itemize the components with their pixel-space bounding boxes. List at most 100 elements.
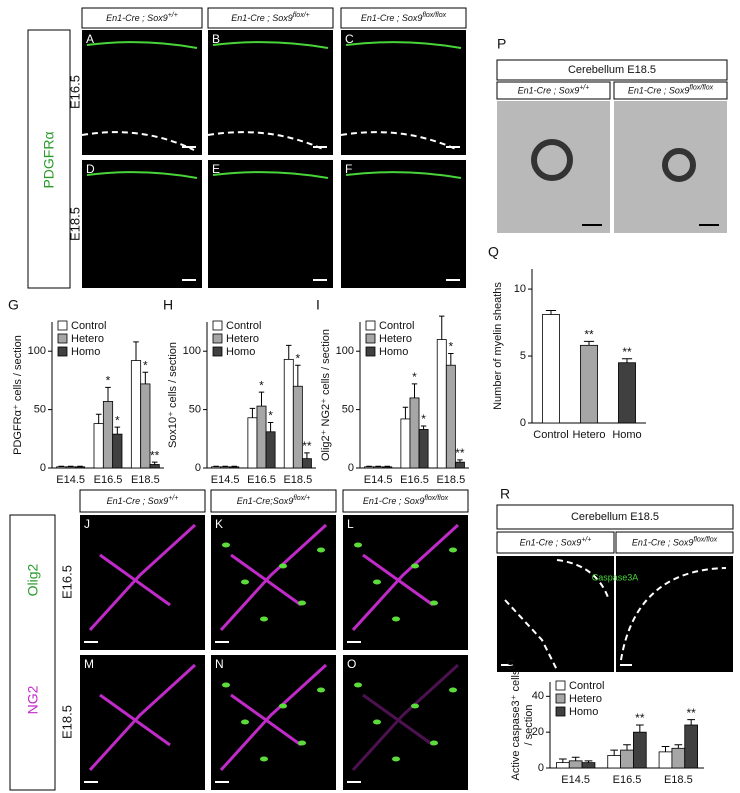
header: En1-Cre ; Sox9+/+ xyxy=(518,84,590,96)
significance: * xyxy=(268,409,273,423)
myelin xyxy=(662,148,696,182)
significance: * xyxy=(448,340,453,354)
panel-letter: D xyxy=(86,162,95,176)
nucleus xyxy=(222,682,230,688)
x-tick-label: E14.5 xyxy=(561,774,590,786)
tissue xyxy=(345,41,462,49)
stain-box xyxy=(27,29,71,289)
y-tick-label: 50 xyxy=(34,404,46,416)
panel-letter: N xyxy=(215,657,224,671)
error-bar xyxy=(267,421,274,432)
legend-label: Hetero xyxy=(569,693,602,705)
y-tick-label: 0 xyxy=(348,462,354,474)
error-bar xyxy=(584,760,593,763)
y-tick-label: 10 xyxy=(514,283,526,295)
panel-letter: R xyxy=(500,486,510,502)
error-bar xyxy=(558,758,567,763)
bar xyxy=(130,360,142,469)
x-tick-label: E14.5 xyxy=(211,474,240,486)
micrograph xyxy=(208,160,333,288)
micrograph xyxy=(341,160,466,288)
error-bar xyxy=(420,425,427,430)
y-tick-label: 100 xyxy=(336,345,354,357)
error-bar xyxy=(213,465,219,467)
error-bar xyxy=(635,724,644,733)
y-tick-label: 50 xyxy=(189,404,201,416)
error-bar xyxy=(58,465,65,467)
significance: ** xyxy=(635,711,645,725)
stain-box xyxy=(9,514,56,791)
micrograph xyxy=(211,655,336,790)
outline xyxy=(620,567,727,661)
bar xyxy=(93,423,104,469)
genotype-sup: +/+ xyxy=(168,12,178,19)
genotype-sup: flox/flox xyxy=(424,495,448,502)
legend-label: Homo xyxy=(226,346,255,358)
micrograph xyxy=(343,515,468,650)
y-tick-label: 0 xyxy=(538,762,544,774)
y-tick-label: 0 xyxy=(520,417,526,429)
myelin xyxy=(531,139,573,181)
cell-processes xyxy=(88,523,197,632)
x-tick-label: E16.5 xyxy=(247,474,276,486)
nucleus xyxy=(260,756,268,762)
nucleus xyxy=(241,719,249,725)
legend-label: Hetero xyxy=(379,333,412,345)
header-box xyxy=(340,7,467,29)
header-box xyxy=(496,81,611,100)
nucleus xyxy=(298,740,306,746)
legend-label: Homo xyxy=(71,346,100,358)
significance: ** xyxy=(150,448,160,462)
legend-label: Homo xyxy=(379,346,408,358)
legend-swatch xyxy=(212,333,223,344)
bar xyxy=(74,466,86,469)
significance: * xyxy=(421,412,426,426)
error-bar xyxy=(402,406,409,419)
gene: En1-Cre;Sox9 xyxy=(237,496,294,506)
row-label: E18.5 xyxy=(67,207,82,241)
legend-label: Control xyxy=(226,320,261,332)
header: En1-Cre ; Sox9+/+ xyxy=(520,536,592,548)
bar xyxy=(211,466,222,469)
stain-label: PDGFRα xyxy=(41,131,57,188)
error-bar xyxy=(661,746,670,752)
gene: En1-Cre ; Sox9 xyxy=(106,13,168,23)
legend-swatch xyxy=(365,333,376,344)
micrograph xyxy=(614,101,727,233)
bar xyxy=(220,466,231,469)
legend-swatch xyxy=(555,693,566,704)
panel-letter: G xyxy=(8,297,19,313)
bar xyxy=(112,433,123,469)
error-bar xyxy=(687,719,696,725)
genotype-sup: flox/+ xyxy=(293,12,310,19)
legend-swatch xyxy=(57,320,68,331)
tissue xyxy=(212,171,329,179)
legend-swatch xyxy=(555,706,566,717)
legend-label: Control xyxy=(71,320,106,332)
panel-letter: Q xyxy=(488,244,499,260)
panel-letter: P xyxy=(497,36,506,52)
outline xyxy=(207,131,326,151)
panel-title: Cerebellum E18.5 xyxy=(568,64,656,76)
x-tick-label: E14.5 xyxy=(364,474,393,486)
header-box xyxy=(496,531,615,554)
header-box xyxy=(79,489,206,513)
nucleus xyxy=(392,756,400,762)
significance: ** xyxy=(622,345,632,359)
cell-processes xyxy=(351,663,460,772)
x-tick-label: E16.5 xyxy=(94,474,123,486)
legend-label: Hetero xyxy=(226,333,259,345)
nucleus xyxy=(222,542,230,548)
x-tick-label: Hetero xyxy=(572,429,605,441)
y-axis-label: Active caspase3⁺ cells xyxy=(510,669,522,780)
error-bar xyxy=(133,341,139,361)
panel-letter: J xyxy=(84,517,90,531)
bar xyxy=(409,397,420,469)
micrograph xyxy=(208,30,333,155)
micrograph xyxy=(82,30,202,155)
gene: En1-Cre ; Sox9 xyxy=(520,538,582,548)
genotype-sup: flox/+ xyxy=(293,495,310,502)
error-bar xyxy=(142,371,149,384)
stain-label: NG2 xyxy=(25,685,41,714)
x-tick-label: E18.5 xyxy=(436,474,465,486)
